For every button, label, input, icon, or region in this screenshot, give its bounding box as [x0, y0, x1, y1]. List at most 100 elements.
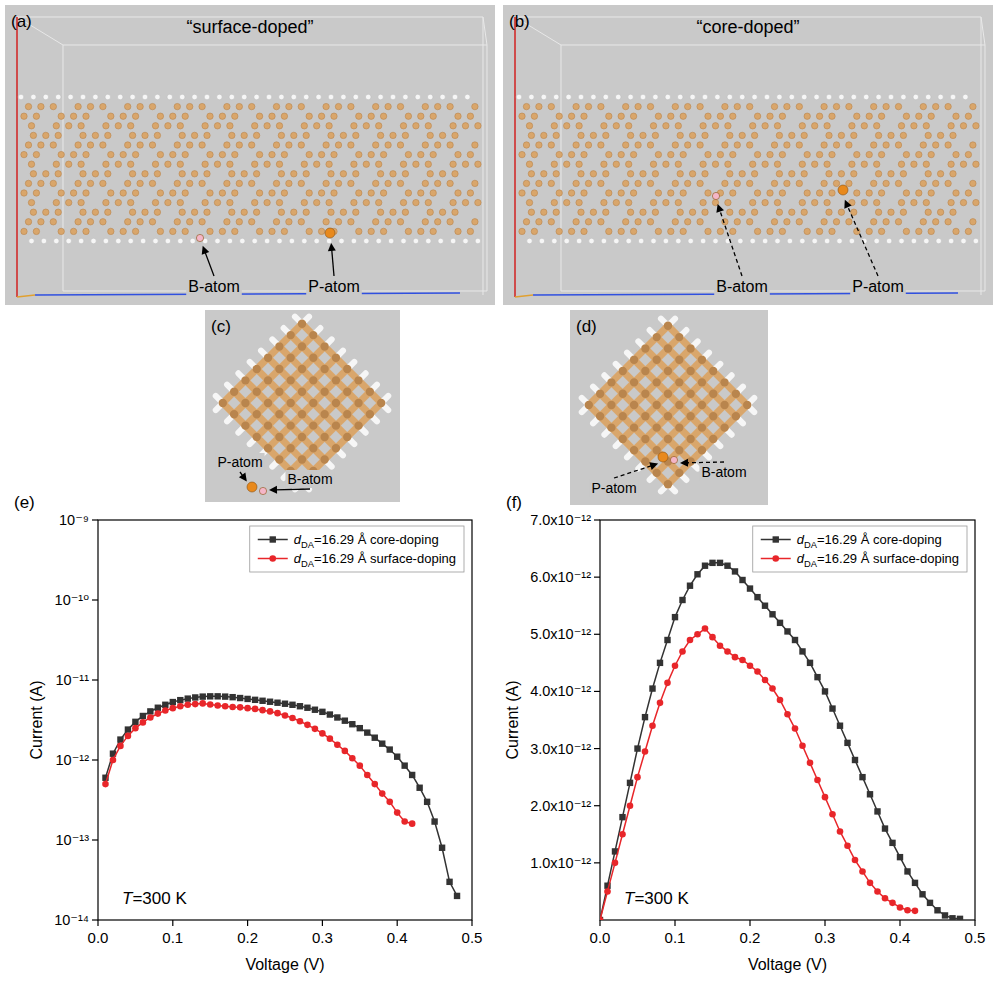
data-point: [897, 854, 903, 860]
data-point: [140, 713, 146, 719]
si-atom: [697, 103, 703, 109]
si-atom: [536, 219, 542, 225]
si-atom: [278, 132, 284, 138]
data-point: [762, 603, 768, 609]
si-atom: [330, 420, 342, 432]
h-atom: [888, 94, 894, 100]
h-atom: [339, 238, 345, 244]
data-point: [642, 714, 648, 720]
si-atom: [672, 219, 678, 225]
si-atom: [385, 219, 391, 225]
si-atom: [826, 171, 832, 177]
data-point: [416, 785, 422, 791]
si-atom: [53, 199, 59, 205]
si-atom: [662, 478, 674, 490]
h-atom: [55, 94, 61, 100]
data-point: [912, 908, 919, 915]
si-atom: [754, 190, 760, 196]
si-atom: [734, 180, 740, 186]
si-atom: [916, 228, 922, 234]
si-atom: [405, 190, 411, 196]
si-atom: [25, 180, 31, 186]
h-atom: [837, 238, 843, 244]
si-atom: [207, 190, 213, 196]
data-point: [822, 794, 829, 801]
si-atom: [179, 171, 185, 177]
si-atom: [298, 103, 304, 109]
si-atom: [771, 103, 777, 109]
si-bond: [291, 392, 370, 471]
x-tick: [471, 920, 472, 926]
si-atom: [923, 161, 929, 167]
si-atom: [364, 386, 376, 398]
si-atom: [953, 151, 959, 157]
h-atom: [677, 94, 683, 100]
si-atom: [898, 199, 904, 205]
si-atom: [125, 142, 131, 148]
h-atom: [68, 94, 74, 100]
si-atom: [719, 422, 731, 434]
si-atom: [838, 132, 844, 138]
h-atom: [529, 94, 535, 100]
si-atom: [779, 113, 785, 119]
annotation: T=300 K: [624, 889, 689, 908]
si-atom: [751, 132, 757, 138]
si-atom: [341, 431, 353, 443]
panel-letter: (b): [509, 12, 530, 31]
si-atom: [576, 161, 582, 167]
h-atom: [702, 94, 708, 100]
h-atom: [463, 238, 469, 244]
si-atom: [142, 209, 148, 215]
si-atom: [824, 199, 830, 205]
si-atom: [43, 171, 49, 177]
si-atom: [639, 365, 651, 377]
si-atom: [38, 219, 44, 225]
si-atom: [673, 467, 685, 479]
x-tick-label: 0.1: [665, 929, 686, 946]
h-atom: [365, 94, 371, 100]
si-atom: [285, 420, 297, 432]
si-atom: [475, 199, 481, 205]
si-atom: [730, 388, 742, 400]
data-point: [274, 700, 280, 706]
y-tick-label: 1.0x10⁻¹²: [530, 855, 591, 871]
y-tick: [594, 805, 600, 806]
si-atom: [950, 171, 956, 177]
y-tick: [92, 759, 98, 760]
si-atom: [251, 363, 263, 375]
si-atom: [462, 161, 468, 167]
data-point: [717, 642, 724, 649]
plot-data: [600, 560, 963, 920]
h-bond: [593, 387, 686, 480]
data-point: [844, 842, 851, 849]
si-atom: [273, 340, 285, 352]
si-atom: [353, 171, 359, 177]
si-atom: [137, 103, 143, 109]
legend-marker: [773, 536, 779, 542]
si-bond: [623, 360, 702, 439]
si-atom: [303, 132, 309, 138]
data-point: [904, 868, 910, 874]
si-atom: [187, 103, 193, 109]
data-point: [312, 726, 319, 733]
si-atom: [472, 142, 478, 148]
si-atom: [174, 219, 180, 225]
si-atom: [739, 132, 745, 138]
h-atom: [465, 94, 471, 100]
si-atom: [87, 142, 93, 148]
panel-letter: (f): [506, 493, 522, 512]
si-atom: [87, 103, 93, 109]
si-atom: [296, 408, 308, 420]
si-atom: [33, 228, 39, 234]
si-atom: [28, 199, 34, 205]
data-point: [769, 685, 776, 692]
data-point: [207, 701, 214, 708]
si-atom: [400, 123, 406, 129]
si-atom: [351, 123, 357, 129]
y-tick-label: 5.0x10⁻¹²: [530, 626, 591, 642]
data-point: [619, 814, 625, 820]
si-atom: [734, 219, 740, 225]
si-atom: [583, 399, 595, 411]
h-atom: [279, 94, 285, 100]
si-atom: [578, 171, 584, 177]
